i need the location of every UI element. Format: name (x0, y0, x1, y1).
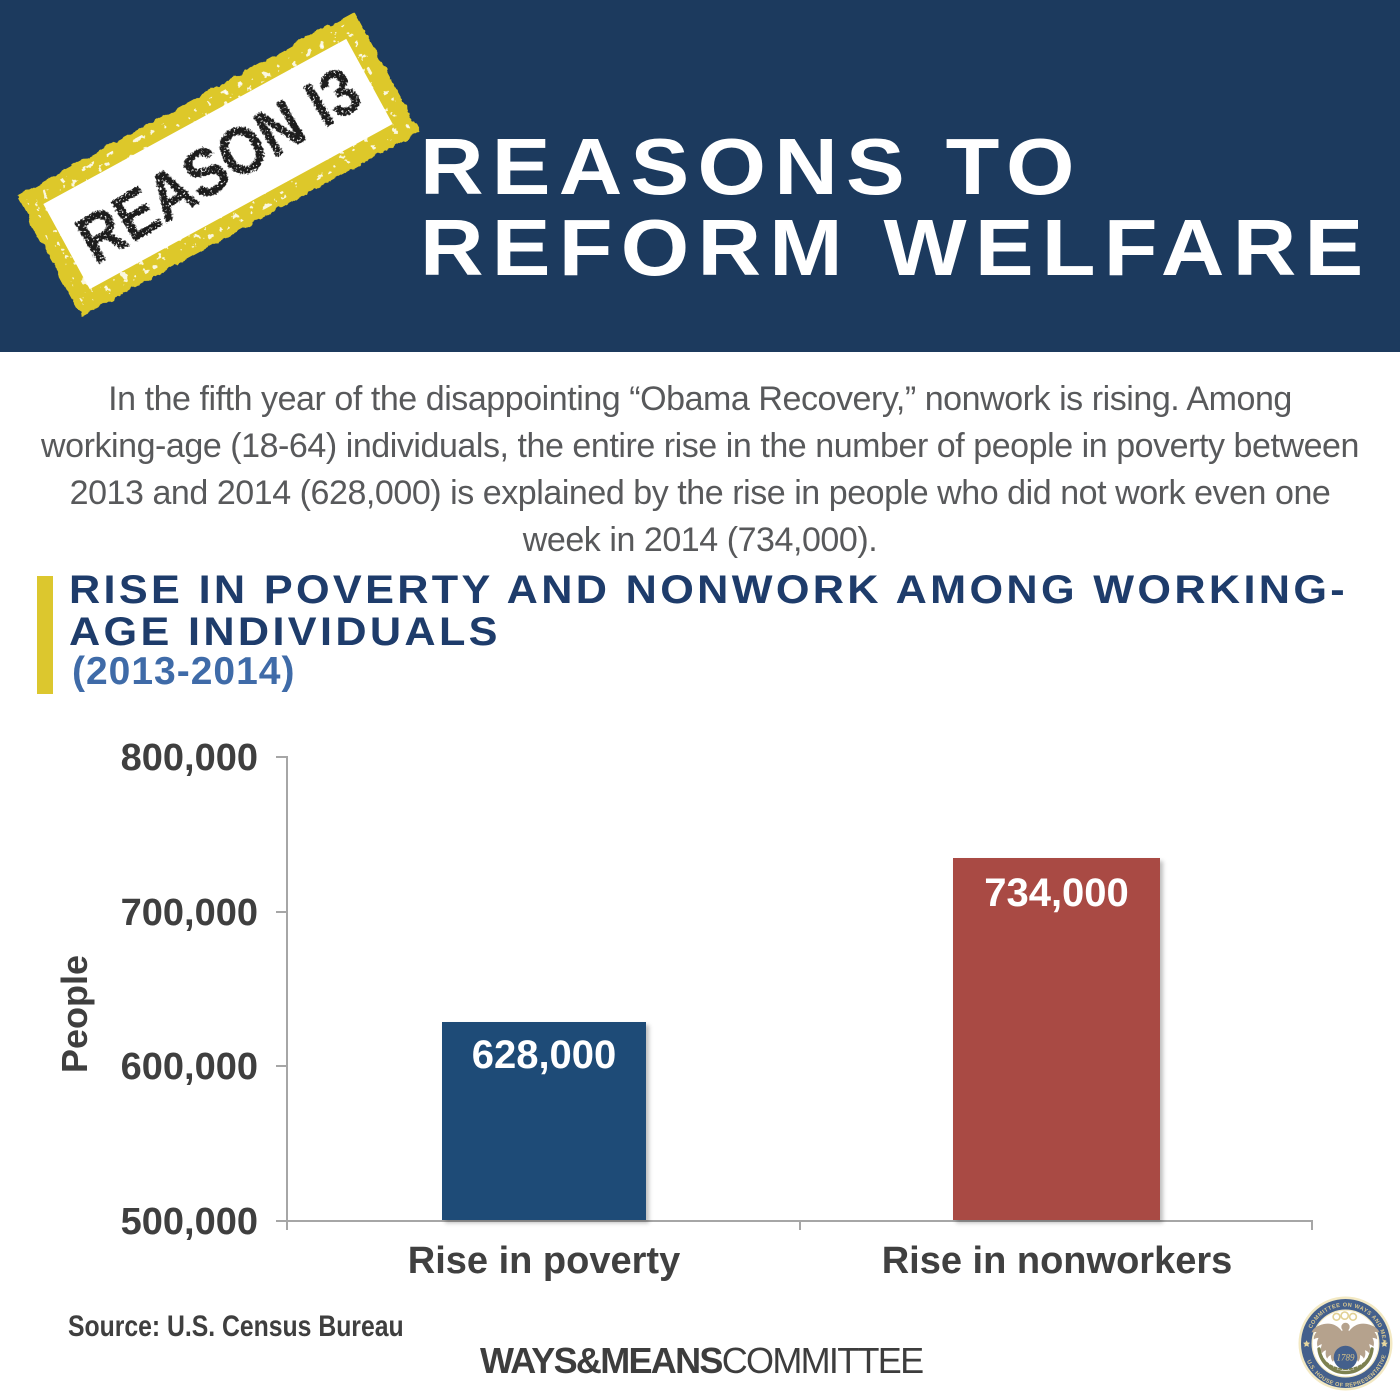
svg-text:1789: 1789 (1337, 1352, 1356, 1362)
